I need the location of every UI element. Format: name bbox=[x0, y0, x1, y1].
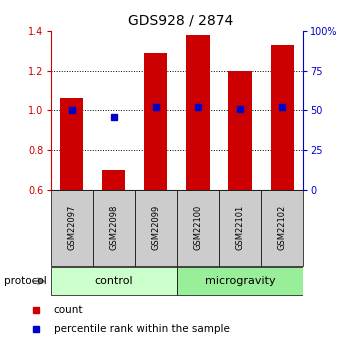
Text: GSM22100: GSM22100 bbox=[193, 205, 203, 250]
Bar bbox=[271, 45, 294, 190]
Text: control: control bbox=[95, 276, 133, 286]
Bar bbox=[93, 190, 135, 266]
Bar bbox=[51, 267, 177, 295]
Text: percentile rank within the sample: percentile rank within the sample bbox=[54, 324, 230, 334]
Text: GSM22099: GSM22099 bbox=[151, 205, 160, 250]
Text: microgravity: microgravity bbox=[205, 276, 275, 286]
Bar bbox=[51, 190, 93, 266]
Text: GSM22101: GSM22101 bbox=[236, 205, 244, 250]
Text: protocol: protocol bbox=[4, 276, 46, 286]
Bar bbox=[144, 53, 168, 190]
Text: GSM22102: GSM22102 bbox=[278, 205, 287, 250]
Bar bbox=[60, 99, 83, 190]
Bar bbox=[177, 267, 303, 295]
Bar bbox=[219, 190, 261, 266]
Bar bbox=[102, 170, 125, 190]
Text: count: count bbox=[54, 305, 83, 315]
Text: GSM22098: GSM22098 bbox=[109, 205, 118, 250]
Text: GDS928 / 2874: GDS928 / 2874 bbox=[128, 14, 233, 28]
Bar bbox=[177, 190, 219, 266]
Bar bbox=[261, 190, 303, 266]
Bar bbox=[186, 35, 209, 190]
Bar bbox=[229, 71, 252, 190]
Text: GSM22097: GSM22097 bbox=[67, 205, 76, 250]
Bar bbox=[135, 190, 177, 266]
